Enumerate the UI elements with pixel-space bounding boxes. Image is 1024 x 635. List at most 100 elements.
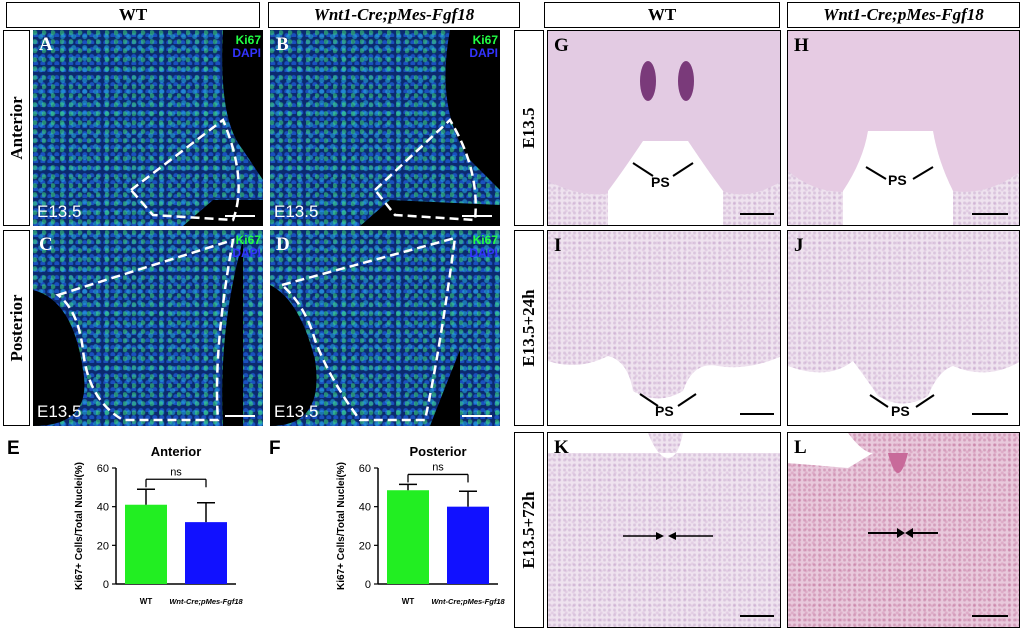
panel-h: H PS <box>787 30 1020 226</box>
outline-shelf <box>373 118 477 222</box>
panel-h-overlay <box>788 31 1019 225</box>
panel-k: K <box>547 432 781 628</box>
scale-bar <box>225 415 255 417</box>
chart-title: Anterior <box>151 444 202 459</box>
arrow <box>677 393 697 407</box>
row-label-posterior-text: Posterior <box>6 294 26 362</box>
tissue-gap <box>270 285 317 426</box>
row-label-posterior: Posterior <box>3 230 30 426</box>
tissue-gap <box>222 240 243 426</box>
significance-label: ns <box>432 461 444 473</box>
stage-label: E13.5 <box>37 202 82 221</box>
y-tick-label: 40 <box>359 502 371 514</box>
scale-bar <box>225 215 255 217</box>
panel-letter-c: C <box>39 234 53 255</box>
bar <box>387 490 429 584</box>
scale-bar <box>972 413 1008 415</box>
scale-bar <box>972 615 1008 617</box>
tissue <box>788 31 1019 192</box>
stain-legend: Ki67 DAPI <box>469 34 498 60</box>
tissue-gap <box>33 290 85 426</box>
row-label-anterior-text: Anterior <box>6 96 26 160</box>
row-label-e135-72h: E13.5+72h <box>514 432 544 628</box>
panel-l: L <box>787 432 1020 628</box>
scale-bar <box>740 615 774 617</box>
oral-cavity <box>608 141 723 225</box>
background <box>548 433 780 458</box>
tissue-structure <box>888 453 908 473</box>
arrow <box>639 393 659 407</box>
tissue-gap <box>445 30 500 190</box>
bar <box>447 506 489 584</box>
arrow <box>865 166 887 180</box>
tissue-structure <box>640 61 656 101</box>
row-label-e135-24h: E13.5+24h <box>514 230 544 426</box>
chart-e-svg: E Anterior 0 20 40 60 Ki67+ Cells/Total Nuclei… <box>7 438 243 606</box>
arrow <box>912 166 934 180</box>
stain-legend: Ki67 DAPI <box>469 234 498 260</box>
panel-letter-i: I <box>554 235 562 256</box>
chart-title: Posterior <box>409 444 466 459</box>
row-label-e135: E13.5 <box>514 30 544 226</box>
bar <box>185 522 227 584</box>
header-mutant-right: Wnt1-Cre;pMes-Fgf18 <box>787 2 1020 28</box>
panel-b: B Ki67 DAPI E13.5 <box>270 30 500 226</box>
stain-legend: Ki67 DAPI <box>232 34 261 60</box>
dapi-label: DAPI <box>469 46 498 60</box>
panel-j: J PS <box>787 230 1020 426</box>
background <box>788 433 873 468</box>
header-wt-left: WT <box>6 2 260 28</box>
row-label-e135-text: E13.5 <box>519 107 538 149</box>
panel-letter-k: K <box>554 437 569 458</box>
x-tick-label: WT <box>402 597 415 606</box>
arrowhead <box>905 528 913 538</box>
ps-label: PS <box>651 174 670 190</box>
y-tick-label: 40 <box>97 502 109 514</box>
x-tick-label: Wnt-Cre;pMes-Fgf18 <box>431 597 505 606</box>
arrow <box>632 162 654 177</box>
y-tick-label: 20 <box>97 540 109 552</box>
scale-bar <box>740 213 774 215</box>
arrow <box>915 394 935 408</box>
significance-label: ns <box>170 466 182 478</box>
panel-l-overlay <box>788 433 938 538</box>
oral-cavity <box>843 131 953 225</box>
panel-letter: F <box>269 438 281 459</box>
row-label-anterior: Anterior <box>3 30 30 226</box>
tissue-gap <box>222 30 263 180</box>
stage-label: E13.5 <box>274 402 319 421</box>
panel-g-overlay <box>548 31 780 225</box>
stage-label: E13.5 <box>274 202 319 221</box>
bar <box>125 504 167 584</box>
panel-i-overlay <box>548 356 780 425</box>
chart-f-svg: F Posterior 0 20 40 60 Ki67+ Cells/Total Nucle… <box>269 438 505 606</box>
ps-label: PS <box>655 403 674 419</box>
chart-f: F Posterior 0 20 40 60 Ki67+ Cells/Total Nucle… <box>262 434 524 630</box>
ps-label: PS <box>888 172 907 188</box>
panel-k-overlay <box>548 433 780 540</box>
arrow <box>672 162 694 177</box>
dapi-label: DAPI <box>232 246 261 260</box>
panel-c-overlay <box>33 238 243 426</box>
ps-label: PS <box>891 403 910 419</box>
scale-bar <box>740 413 774 415</box>
ki67-label: Ki67 <box>472 33 498 47</box>
panel-a: A Ki67 DAPI E13.5 <box>33 30 263 226</box>
y-tick-label: 60 <box>359 463 371 475</box>
x-tick-label: WT <box>140 597 153 606</box>
header-wt-right: WT <box>544 2 780 28</box>
panel-b-overlay <box>360 30 500 226</box>
tissue-gap <box>183 200 263 226</box>
stain-legend: Ki67 DAPI <box>232 234 261 260</box>
panel-letter-j: J <box>794 235 804 256</box>
panel-letter-d: D <box>276 234 290 255</box>
arrowhead <box>656 532 664 540</box>
ki67-label: Ki67 <box>235 233 261 247</box>
panel-letter: E <box>7 438 20 459</box>
panel-d: D Ki67 DAPI E13.5 <box>270 230 500 426</box>
outline-shelf <box>279 236 457 422</box>
panel-letter-b: B <box>276 34 289 55</box>
y-tick-label: 0 <box>103 579 109 591</box>
outline-shelf <box>55 238 235 422</box>
panel-j-overlay <box>788 361 1019 425</box>
